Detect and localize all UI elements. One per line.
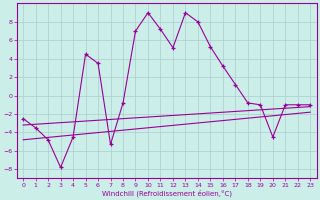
- X-axis label: Windchill (Refroidissement éolien,°C): Windchill (Refroidissement éolien,°C): [102, 189, 232, 197]
